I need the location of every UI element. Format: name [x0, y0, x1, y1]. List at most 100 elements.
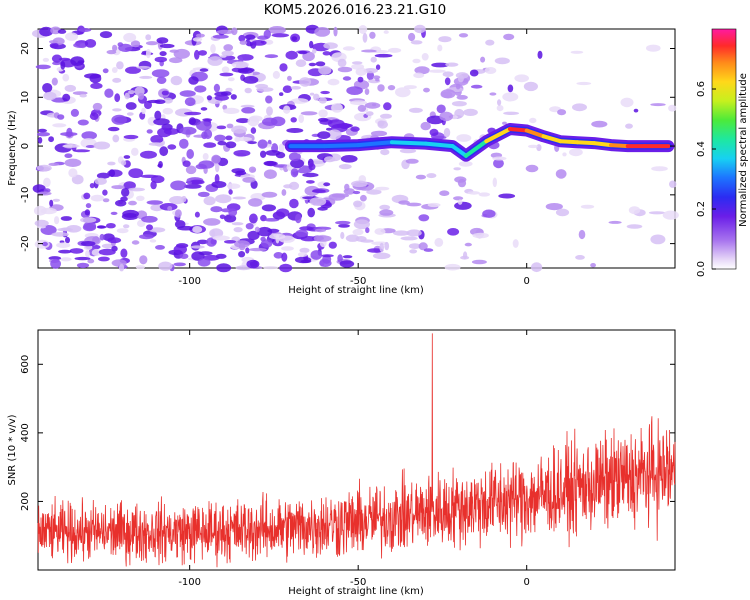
spectrogram-noise-blob [169, 49, 180, 53]
spectrogram-noise-blob [216, 263, 232, 273]
spectrogram-noise-blob [336, 123, 352, 129]
spectrogram-noise-blob [278, 143, 285, 153]
spectrogram-noise-blob [202, 153, 209, 160]
spectrogram-noise-blob [494, 57, 510, 65]
spectrogram-noise-blob [211, 181, 227, 188]
spectrogram-noise-blob [298, 114, 305, 123]
spectrogram-noise-blob [194, 211, 200, 218]
spectrogram-noise-blob [111, 259, 127, 267]
spectrogram-x-tick-label: 0 [524, 276, 530, 287]
spectrogram-noise-blob [200, 107, 208, 111]
spectrogram-noise-blob [375, 78, 380, 82]
ridge-segment [356, 140, 394, 148]
spectrogram-noise-blob [650, 234, 666, 245]
spectrogram-noise-blob [120, 248, 128, 258]
spectrogram-noise-blob [426, 173, 437, 179]
spectrogram-noise-blob [124, 92, 130, 100]
spectrogram-noise-blob [159, 51, 167, 57]
spectrogram-noise-blob [374, 228, 386, 235]
spectrogram-noise-blob [651, 166, 668, 172]
spectrogram-noise-blob [590, 263, 596, 268]
spectrogram-noise-blob [294, 256, 312, 264]
ridge-segment [322, 143, 361, 149]
spectrogram-noise-blob [431, 62, 449, 68]
spectrogram-noise-blob [51, 54, 63, 63]
spectrogram-noise-blob [414, 66, 430, 75]
spectrogram-noise-blob [429, 128, 439, 136]
ridge-segment [575, 140, 597, 146]
spectrogram-noise-blob [141, 215, 158, 223]
spectrogram-noise-blob [76, 262, 90, 269]
spectrogram-noise-blob [557, 109, 567, 116]
spectrogram-noise-blob [119, 264, 125, 272]
spectrogram-noise-blob [199, 68, 209, 72]
spectrogram-noise-blob [263, 266, 279, 270]
spectrogram-noise-blob [214, 174, 220, 184]
spectrogram-noise-blob [83, 192, 91, 200]
spectrogram-noise-blob [400, 236, 418, 241]
spectrogram-noise-blob [283, 184, 293, 189]
snr-y-tick-label: 400 [20, 423, 31, 442]
spectrogram-noise-blob [122, 209, 139, 218]
spectrogram-noise-blob [434, 237, 444, 247]
spectrogram-noise-blob [179, 138, 189, 149]
spectrogram-noise-blob [197, 239, 209, 245]
spectrogram-noise-blob [387, 85, 396, 91]
spectrogram-noise-blob [230, 94, 237, 100]
spectrogram-noise-blob [56, 242, 71, 248]
spectrogram-noise-blob [77, 119, 89, 126]
spectrogram-noise-blob [170, 180, 187, 191]
spectrogram-noise-blob [237, 68, 253, 74]
spectrogram-noise-blob [393, 230, 410, 236]
ridge-segment [464, 139, 489, 158]
spectrogram-noise-blob [436, 104, 446, 114]
spectrogram-noise-blob [194, 49, 200, 60]
spectrogram-noise-blob [225, 87, 233, 93]
spectrogram-noise-blob [65, 32, 79, 41]
spectrogram-noise-blob [233, 150, 251, 157]
spectrogram-noise-blob [215, 194, 232, 204]
spectrogram-noise-blob [60, 132, 78, 137]
spectrogram-noise-blob [215, 162, 220, 173]
spectrogram-noise-blob [463, 251, 468, 259]
spectrogram-noise-blob [107, 161, 116, 166]
spectrogram-noise-blob [295, 213, 302, 224]
spectrogram-noise-blob [42, 57, 50, 62]
spectrogram-noise-blob [383, 30, 389, 34]
spectrogram-noise-blob [90, 82, 103, 89]
ridge-segment [524, 128, 546, 139]
spectrogram-x-axis-label: Height of straight line (km) [288, 285, 424, 296]
spectrogram-noise-blob [112, 134, 120, 143]
spectrogram-noise-blob [48, 40, 58, 44]
spectrogram-noise-blob [140, 174, 158, 178]
spectrogram-noise-blob [415, 174, 426, 180]
spectrogram-noise-blob [525, 164, 539, 173]
spectrogram-noise-blob [185, 165, 197, 175]
spectrogram-noise-blob [111, 67, 118, 73]
spectrogram-noise-blob [50, 258, 61, 269]
spectrogram-noise-blob [529, 117, 537, 124]
spectrogram-noise-blob [412, 58, 421, 64]
spectrogram-noise-blob [428, 69, 446, 73]
spectrogram-noise-blob [312, 48, 317, 54]
spectrogram-noise-blob [352, 190, 361, 195]
spectrogram-noise-blob [383, 102, 392, 111]
spectrogram-noise-blob [286, 128, 304, 133]
spectrogram-noise-blob [192, 37, 203, 42]
spectrogram-noise-blob [545, 203, 563, 211]
spectrogram-noise-blob [217, 141, 227, 146]
spectrogram-noise-blob [60, 61, 66, 70]
spectrogram-noise-blob [231, 168, 245, 174]
spectrogram-noise-blob [454, 201, 472, 210]
spectrogram-noise-blob [49, 42, 59, 49]
spectrogram-noise-blob [333, 26, 338, 37]
spectrogram-noise-blob [66, 225, 82, 233]
spectrogram-noise-blob [85, 250, 90, 258]
spectrogram-noise-blob [426, 115, 444, 125]
spectrogram-noise-blob [48, 162, 60, 166]
spectrogram-noise-blob [418, 242, 428, 251]
spectrogram-noise-blob [203, 142, 217, 148]
spectrogram-noise-blob [104, 88, 114, 98]
spectrogram-noise-blob [555, 208, 570, 217]
ridge-segment [507, 127, 529, 133]
